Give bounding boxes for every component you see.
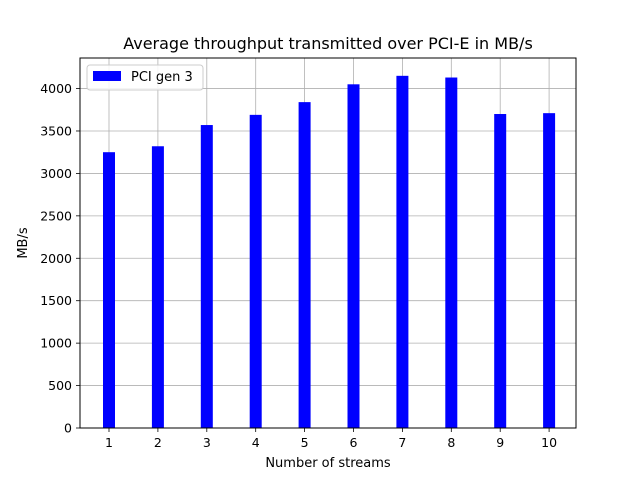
x-tick-label: 3 [203,435,211,450]
plot-frame [79,57,577,429]
x-tick-label: 5 [301,435,309,450]
bar [396,75,409,428]
x-tick-label: 4 [252,435,260,450]
y-axis-ticks: 0 500 1000 1500 2000 2500 3000 3500 4000 [40,81,80,436]
y-tick-label: 3500 [40,123,72,138]
bar [249,114,262,429]
legend-swatch [93,71,121,81]
bar [200,125,213,428]
bar [103,152,115,428]
x-tick-label: 9 [496,435,504,450]
y-tick-label: 1500 [40,293,72,308]
bar [445,77,458,429]
bar [298,102,311,428]
bar [151,146,164,428]
x-axis-ticks: 1 2 3 4 5 6 7 8 9 10 [105,428,557,450]
bar [543,113,556,428]
x-tick-label: 10 [541,435,557,450]
x-tick-label: 1 [105,435,113,450]
y-tick-label: 0 [64,421,72,436]
y-tick-label: 3000 [40,166,72,181]
chart-title: Average throughput transmitted over PCI-… [123,34,533,53]
y-tick-label: 4000 [40,81,72,96]
bar [494,114,507,429]
x-tick-label: 6 [350,435,358,450]
bars [103,75,556,429]
y-tick-label: 1000 [40,336,72,351]
bar [347,84,360,428]
y-tick-label: 500 [48,378,72,393]
y-tick-label: 2000 [40,251,72,266]
x-tick-label: 2 [154,435,162,450]
x-tick-label: 7 [398,435,406,450]
x-axis-label: Number of streams [265,456,391,471]
x-tick-label: 8 [447,435,455,450]
legend: PCI gen 3 [86,64,204,91]
y-tick-label: 2500 [40,208,72,223]
y-axis-label: MB/s [16,227,31,259]
legend-label: PCI gen 3 [131,70,193,85]
